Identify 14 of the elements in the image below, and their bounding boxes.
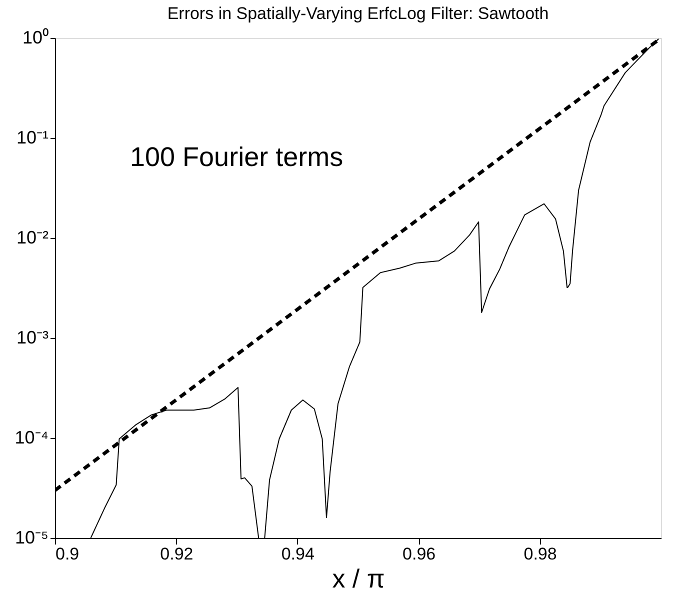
x-tick-label: 0.9 bbox=[56, 544, 80, 564]
annotation: 100 Fourier terms bbox=[130, 142, 344, 172]
y-tick-label: 10⁻² bbox=[16, 228, 49, 248]
y-tick-label: 10⁰ bbox=[22, 28, 48, 48]
chart-title: Errors in Spatially-Varying ErfcLog Filter: Sawtooth bbox=[167, 4, 549, 23]
x-tick-label: 0.94 bbox=[281, 544, 314, 564]
x-tick-label: 0.92 bbox=[160, 544, 194, 564]
x-tick-label: 0.98 bbox=[524, 544, 557, 564]
y-tick-label: 10⁻³ bbox=[16, 328, 49, 348]
y-tick-label: 10⁻¹ bbox=[16, 128, 49, 148]
x-axis-title: x / π bbox=[332, 564, 385, 594]
y-tick-label: 10⁻⁵ bbox=[15, 528, 48, 548]
x-tick-label: 0.96 bbox=[402, 544, 436, 564]
y-tick-label: 10⁻⁴ bbox=[14, 428, 48, 448]
